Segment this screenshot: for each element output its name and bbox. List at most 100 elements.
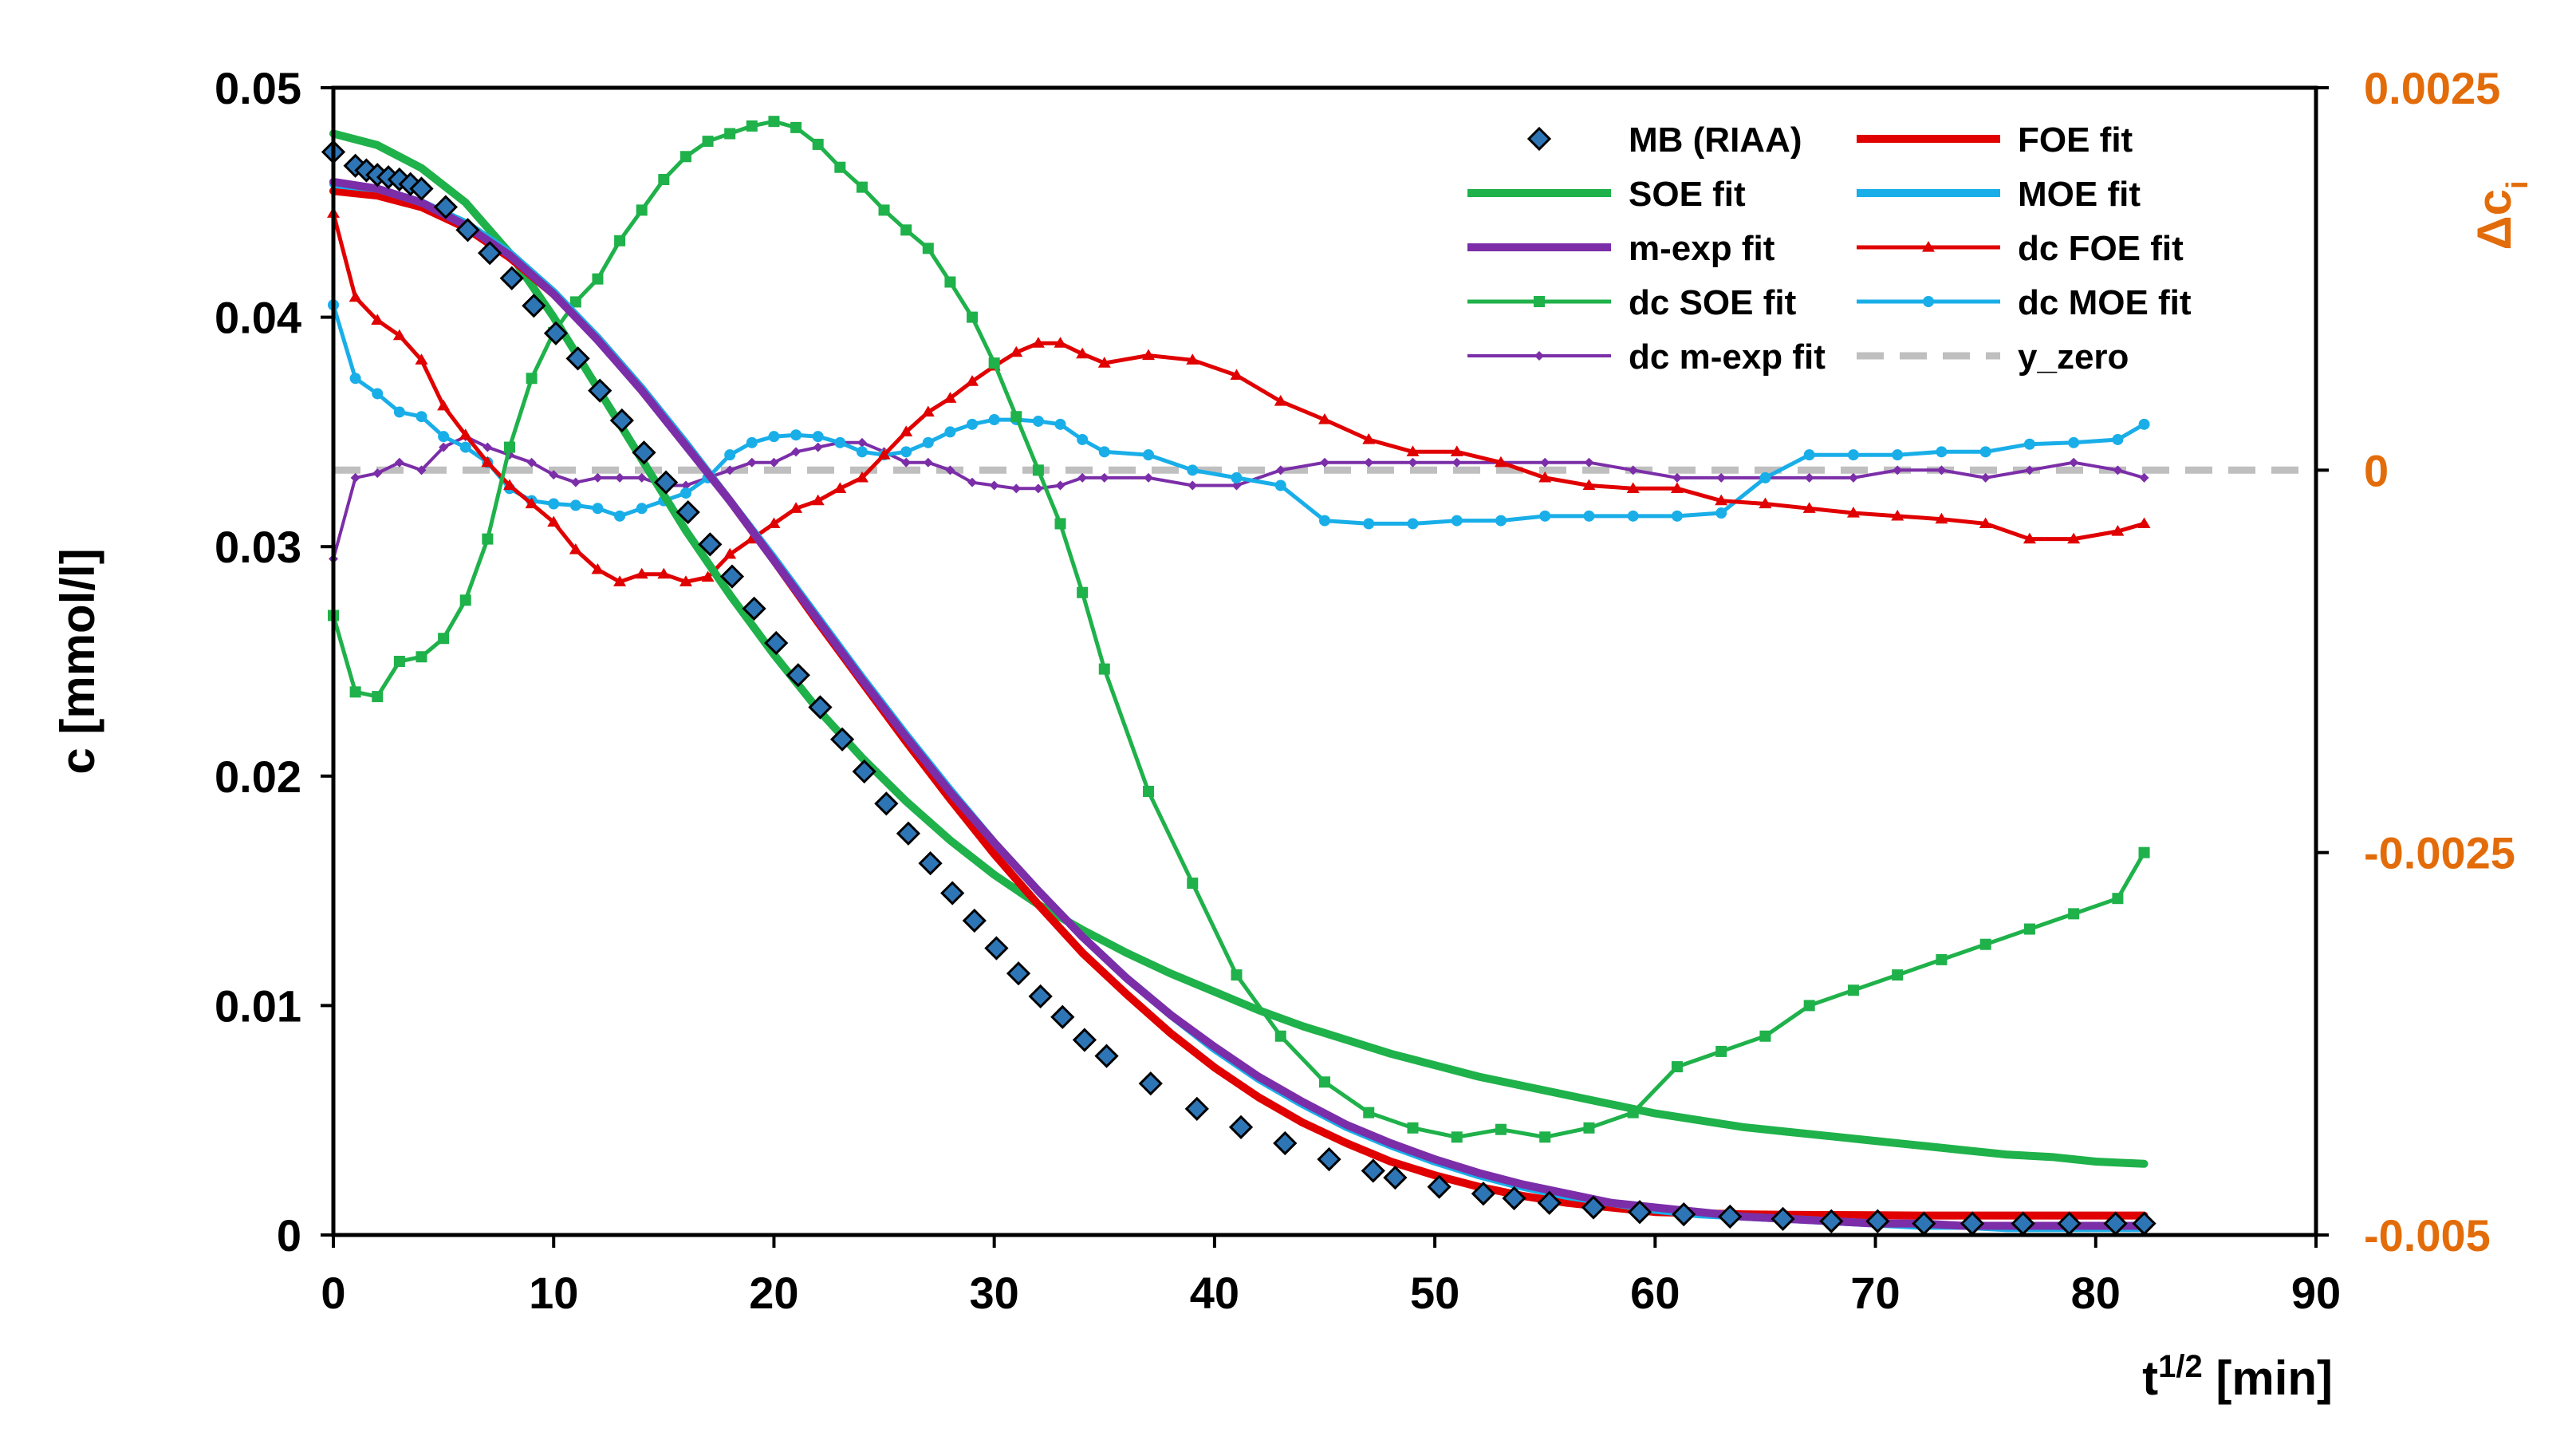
data-point-dc-m-exp-fit [1188,480,1198,491]
data-point-dc-m-exp-fit [791,447,802,457]
y-tick-label: 0 [277,1210,301,1261]
data-point-mb-riaa [829,727,855,752]
x-axis-title-unit: [min] [2203,1351,2333,1405]
series-layer [321,116,2316,1236]
data-point-dc-soe-fit [1495,1123,1507,1135]
y-tick-label: 0.02 [215,752,301,802]
data-point-mb-riaa [1138,1071,1163,1096]
data-point-mb-riaa [455,218,480,243]
data-point-mb-riaa [433,195,458,219]
data-point-dc-m-exp-fit [813,442,823,452]
data-point-dc-soe-fit [482,533,494,545]
data-point-dc-m-exp-fit [394,457,404,468]
data-point-dc-foe-fit [1076,347,1089,359]
data-point-dc-soe-fit [393,656,405,667]
x-axis-title-sup: 1/2 [2158,1349,2203,1384]
data-point-mb-riaa [1361,1158,1385,1183]
data-point-mb-riaa [543,321,569,345]
data-point-dc-m-exp-fit [945,465,955,475]
data-point-dc-soe-fit [812,138,824,150]
data-point-dc-foe-fit [1031,337,1045,348]
data-point-mb-riaa [499,266,524,290]
data-point-dc-m-exp-fit [746,457,757,468]
data-point-dc-m-exp-fit [857,437,867,448]
data-point-dc-moe-fit [438,431,450,443]
data-point-dc-m-exp-fit [725,465,735,475]
data-point-mb-riaa [698,532,723,557]
data-point-mb-riaa [1317,1146,1341,1172]
data-point-dc-foe-fit [371,314,384,326]
data-point-dc-moe-fit [834,436,846,448]
data-point-dc-soe-fit [349,686,361,698]
data-point-dc-moe-fit [1715,507,1727,519]
data-point-dc-moe-fit [1363,518,1375,530]
y2-axis-title-main: Δc [2468,189,2521,251]
data-point-dc-m-exp-fit [1055,480,1065,491]
data-point-dc-moe-fit [724,449,736,461]
data-point-dc-moe-fit [790,429,802,441]
data-point-dc-foe-fit [1538,471,1552,483]
data-point-dc-soe-fit [1319,1076,1330,1088]
data-point-dc-m-exp-fit [1716,472,1727,483]
data-point-dc-moe-fit [812,431,824,443]
series-line-dc-moe-fit [331,302,2146,526]
data-point-mb-riaa [409,176,434,201]
data-point-dc-foe-fit [2067,532,2081,544]
data-point-dc-moe-fit [856,446,868,458]
data-point-dc-soe-fit [1979,938,1991,950]
data-point-mb-riaa [764,630,789,656]
data-point-dc-soe-fit [658,174,670,186]
data-point-dc-soe-fit [878,204,890,216]
legend-marker-dc-m-exp-fit [1534,351,1544,361]
legend-label-dc-m-exp-fit: dc m-exp fit [1629,337,1826,377]
data-point-dc-moe-fit [900,446,912,458]
data-point-dc-soe-fit [724,128,736,140]
y-tick-label: 0.04 [215,293,301,343]
data-point-dc-moe-fit [349,373,361,385]
series-dc-moe-fit [328,299,2150,530]
legend-item-soe-fit: SOE fit [1467,175,1746,214]
data-point-dc-soe-fit [1759,1030,1771,1042]
data-point-dc-soe-fit [2112,893,2124,905]
data-point-dc-m-exp-fit [549,470,559,480]
data-point-dc-moe-fit [548,498,560,510]
data-point-dc-foe-fit [525,497,538,509]
data-point-dc-soe-fit [1231,969,1243,981]
x-tick-label: 10 [529,1268,578,1318]
data-point-mb-riaa [565,346,590,371]
data-point-dc-soe-fit [1187,878,1199,890]
data-point-dc-foe-fit [1582,479,1596,491]
x-tick-label: 0 [321,1268,345,1318]
data-point-dc-foe-fit [1670,482,1684,493]
legend-item-foe-fit: FOE fit [1857,120,2133,160]
data-point-dc-soe-fit [856,181,868,193]
data-point-dc-m-exp-fit [593,472,603,483]
data-point-dc-moe-fit [1671,510,1683,522]
y2-tick-label: -0.005 [2364,1210,2491,1261]
data-point-dc-moe-fit [2023,438,2035,450]
data-point-dc-soe-fit [790,121,802,133]
data-point-dc-moe-fit [1892,449,1904,461]
data-point-dc-moe-fit [614,510,626,522]
data-point-dc-foe-fit [1846,507,1860,518]
data-point-dc-soe-fit [1936,953,1948,965]
data-point-dc-soe-fit [834,161,846,173]
data-point-dc-moe-fit [988,414,1000,426]
data-point-dc-foe-fit [966,375,979,386]
legend-item-mb-riaa: MB (RIAA) [1526,120,1802,160]
data-point-dc-soe-fit [1715,1045,1727,1057]
legend-marker-mb-riaa [1526,126,1552,152]
data-point-mb-riaa [1094,1044,1119,1068]
data-point-mb-riaa [1502,1186,1526,1211]
data-point-dc-soe-fit [2068,908,2080,920]
data-point-dc-foe-fit [921,405,935,417]
data-point-dc-m-exp-fit [570,477,581,487]
data-point-dc-m-exp-fit [923,457,933,468]
data-point-dc-soe-fit [988,357,1000,369]
series-line-dc-soe-fit [331,119,2146,1139]
data-point-dc-moe-fit [2068,436,2080,448]
data-point-mb-riaa [1028,984,1053,1009]
x-tick-label: 30 [970,1268,1019,1318]
data-point-dc-m-exp-fit [1451,457,1462,468]
data-point-dc-foe-fit [1406,445,1420,456]
